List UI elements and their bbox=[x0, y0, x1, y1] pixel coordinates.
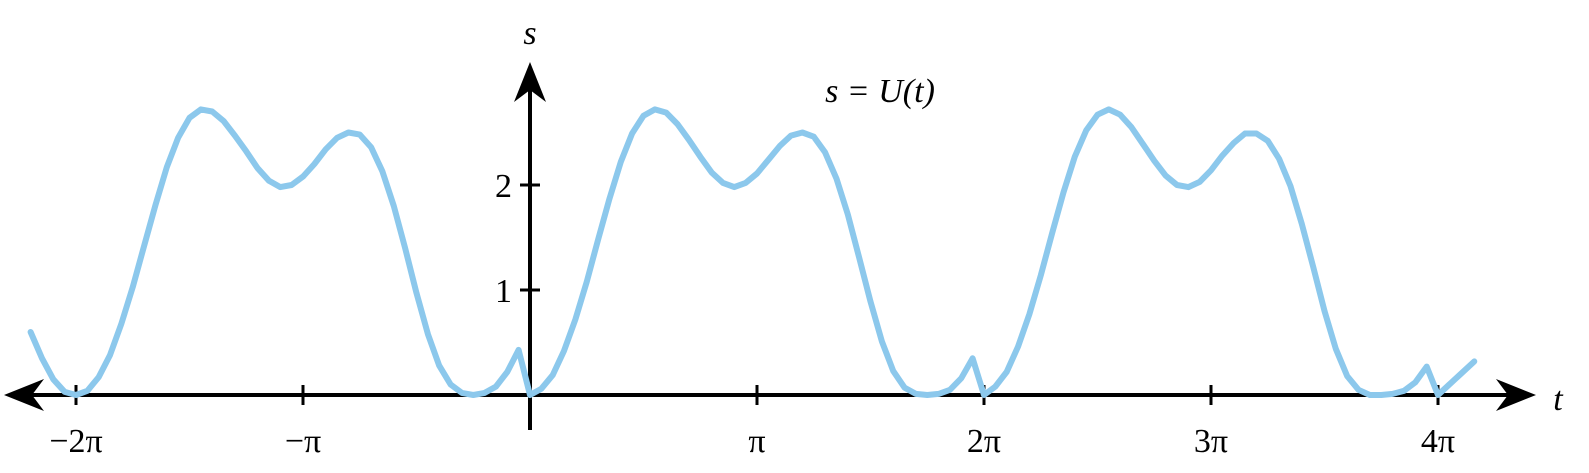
axes bbox=[4, 62, 1536, 430]
curve-annotation: s = U(t) bbox=[825, 73, 935, 110]
x-tick-label: −2π bbox=[49, 423, 102, 460]
x-tick-label: 3π bbox=[1194, 423, 1228, 460]
y-tick-label: 2 bbox=[495, 168, 512, 205]
y-tick-label: 1 bbox=[495, 273, 512, 310]
x-tick-label: 2π bbox=[967, 423, 1001, 460]
y-axis-up-arrow-icon bbox=[514, 62, 546, 102]
x-ticks: −2π −π π 2π 3π 4π bbox=[49, 385, 1455, 460]
series-line-U bbox=[27, 106, 1478, 398]
x-tick-label: −π bbox=[285, 423, 321, 460]
y-axis-label: s bbox=[523, 15, 536, 52]
x-tick-label: π bbox=[748, 423, 765, 460]
y-ticks: 12 bbox=[495, 168, 540, 310]
x-axis-left-arrow-icon bbox=[4, 379, 44, 411]
x-axis-label: t bbox=[1553, 381, 1564, 418]
x-tick-label: 4π bbox=[1421, 423, 1455, 460]
x-axis-right-arrow-icon bbox=[1496, 379, 1536, 411]
